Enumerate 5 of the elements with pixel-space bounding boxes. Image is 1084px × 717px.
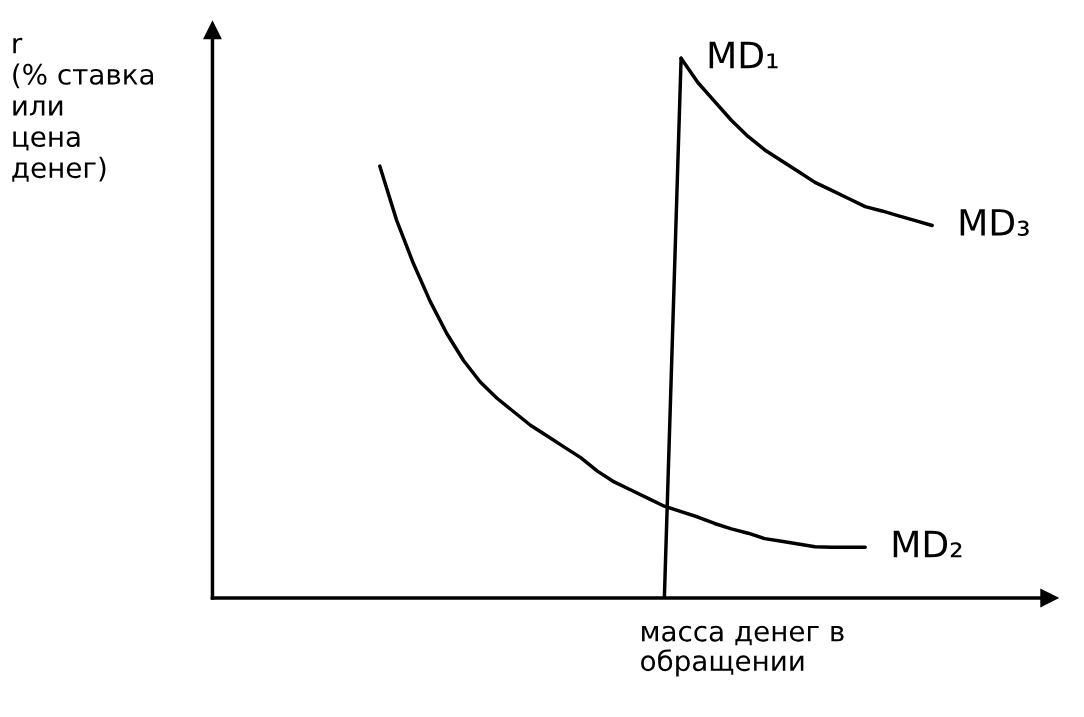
y-axis-title: r (% ставка или цена денег) [12,37,154,182]
x-axis-title: масса денег в обращении [641,625,844,677]
series-label: MD₁ [709,41,778,69]
series-label: MD₂ [893,530,962,558]
series-label: MD₃ [960,209,1029,236]
